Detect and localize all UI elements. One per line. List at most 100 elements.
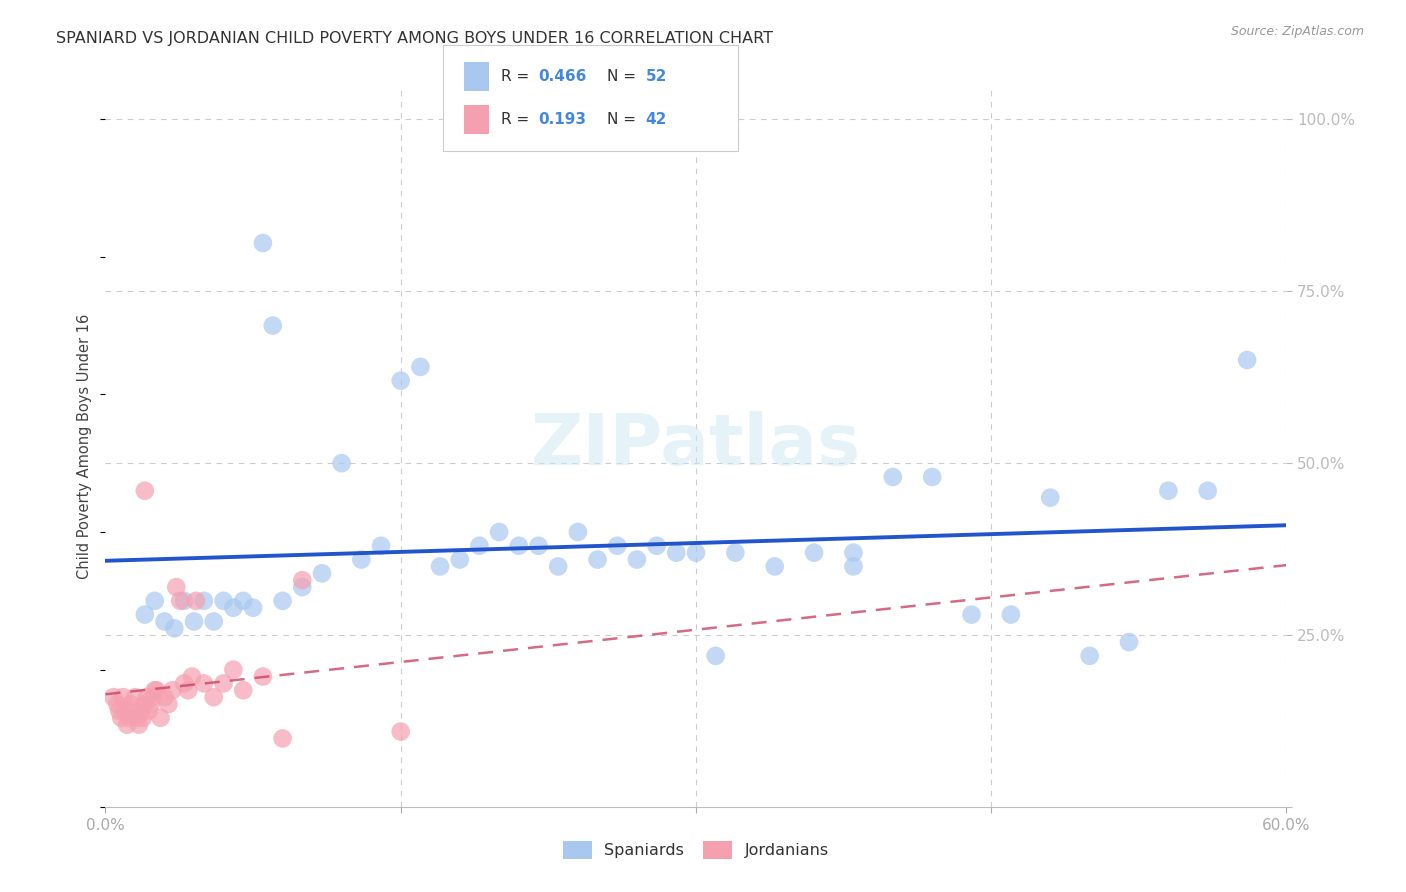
Point — [724, 546, 747, 560]
Point — [157, 697, 180, 711]
Point — [842, 546, 865, 560]
Point — [134, 483, 156, 498]
Point — [128, 717, 150, 731]
Point — [105, 697, 128, 711]
Point — [108, 704, 131, 718]
Point — [125, 711, 148, 725]
Point — [1039, 491, 1062, 505]
Text: Source: ZipAtlas.com: Source: ZipAtlas.com — [1230, 25, 1364, 38]
Point — [212, 594, 235, 608]
Point — [567, 524, 589, 539]
Point — [143, 594, 166, 608]
Point — [311, 566, 333, 581]
Point — [704, 648, 727, 663]
Point — [122, 704, 145, 718]
Point — [120, 697, 142, 711]
Point — [153, 690, 176, 705]
Point — [124, 690, 146, 705]
Point — [350, 552, 373, 566]
Point — [960, 607, 983, 622]
Point — [129, 704, 152, 718]
Legend: Spaniards, Jordanians: Spaniards, Jordanians — [557, 835, 835, 866]
Text: 42: 42 — [645, 112, 666, 127]
Point — [1000, 607, 1022, 622]
Point — [763, 559, 786, 574]
Y-axis label: Child Poverty Among Boys Under 16: Child Poverty Among Boys Under 16 — [77, 313, 93, 579]
Point — [114, 704, 136, 718]
Text: 0.466: 0.466 — [538, 70, 586, 85]
Text: 0.193: 0.193 — [538, 112, 586, 127]
Point — [149, 711, 172, 725]
Point — [1157, 483, 1180, 498]
Point — [389, 374, 412, 388]
Point — [173, 676, 195, 690]
Point — [370, 539, 392, 553]
Point — [173, 594, 195, 608]
Point — [330, 456, 353, 470]
Point — [271, 731, 294, 746]
Point — [115, 717, 138, 731]
Point — [409, 359, 432, 374]
Point — [262, 318, 284, 333]
Point — [212, 676, 235, 690]
Point — [665, 546, 688, 560]
Point — [193, 594, 215, 608]
Point — [291, 573, 314, 587]
Point — [1078, 648, 1101, 663]
Point — [645, 539, 668, 553]
Point — [162, 683, 184, 698]
Point — [232, 683, 254, 698]
Point — [527, 539, 550, 553]
Point — [183, 615, 205, 629]
Point — [177, 683, 200, 698]
Point — [842, 559, 865, 574]
Point — [449, 552, 471, 566]
Point — [139, 697, 162, 711]
Point — [202, 690, 225, 705]
Point — [193, 676, 215, 690]
Point — [685, 546, 707, 560]
Point — [803, 546, 825, 560]
Point — [181, 669, 204, 683]
Point — [626, 552, 648, 566]
Point — [132, 711, 155, 725]
Text: ZIPatlas: ZIPatlas — [531, 411, 860, 481]
Point — [252, 235, 274, 250]
Point — [165, 580, 187, 594]
Point — [145, 683, 167, 698]
Text: R =: R = — [501, 70, 534, 85]
Point — [921, 470, 943, 484]
Point — [1118, 635, 1140, 649]
Point — [242, 600, 264, 615]
Point — [143, 683, 166, 698]
Point — [291, 580, 314, 594]
Point — [110, 711, 132, 725]
Text: N =: N = — [607, 70, 641, 85]
Point — [488, 524, 510, 539]
Point — [1236, 353, 1258, 368]
Point — [508, 539, 530, 553]
Point — [142, 690, 165, 705]
Point — [252, 669, 274, 683]
Point — [547, 559, 569, 574]
Point — [1197, 483, 1219, 498]
Point — [882, 470, 904, 484]
Point — [169, 594, 191, 608]
Point — [606, 539, 628, 553]
Point — [468, 539, 491, 553]
Text: 52: 52 — [645, 70, 666, 85]
Point — [202, 615, 225, 629]
Point — [135, 690, 157, 705]
Point — [586, 552, 609, 566]
Point — [112, 690, 135, 705]
Point — [184, 594, 207, 608]
Point — [163, 621, 186, 635]
Text: SPANIARD VS JORDANIAN CHILD POVERTY AMONG BOYS UNDER 16 CORRELATION CHART: SPANIARD VS JORDANIAN CHILD POVERTY AMON… — [56, 31, 773, 46]
Point — [271, 594, 294, 608]
Point — [134, 697, 156, 711]
Point — [138, 704, 160, 718]
Point — [232, 594, 254, 608]
Point — [103, 690, 125, 705]
Point — [429, 559, 451, 574]
Text: N =: N = — [607, 112, 641, 127]
